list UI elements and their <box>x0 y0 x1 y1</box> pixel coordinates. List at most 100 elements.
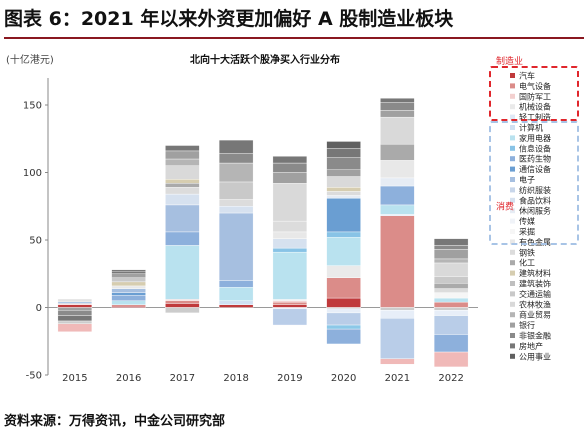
bar-segment <box>433 310 469 316</box>
legend-swatch <box>510 187 515 193</box>
legend-label: 农林牧渔 <box>519 299 551 309</box>
legend-swatch <box>510 322 515 328</box>
legend-label: 医药生物 <box>519 154 551 164</box>
bar-segment <box>433 249 469 260</box>
bar-segment <box>272 220 308 233</box>
bar-segment <box>326 328 361 345</box>
bar-segment <box>165 145 200 152</box>
x-tick-label: 2015 <box>62 373 87 384</box>
legend-swatch <box>510 333 515 338</box>
x-tick-label: 2021 <box>385 373 410 384</box>
bar-segment <box>433 351 469 368</box>
legend-swatch <box>510 270 515 276</box>
bar-segment <box>57 307 93 311</box>
bar-segment <box>326 157 361 170</box>
legend-label: 国防军工 <box>519 91 551 101</box>
bar-segment <box>57 315 93 322</box>
tmt-legend-box <box>489 121 579 245</box>
bar-segment <box>165 183 200 188</box>
bar-segment <box>218 212 254 281</box>
legend-label: 通信设备 <box>519 164 551 174</box>
y-tick-label: 150 <box>23 101 42 112</box>
x-tick-label: 2017 <box>170 373 195 384</box>
bar-segment <box>380 116 415 145</box>
y-axis-label: (十亿港元) <box>6 53 54 66</box>
bar-segment <box>326 297 361 308</box>
bar-segment <box>218 287 254 301</box>
bar-segment <box>57 320 93 324</box>
bar-segment <box>433 276 469 284</box>
legend-swatch <box>510 166 515 172</box>
bar-segment <box>111 281 146 287</box>
bar-segment <box>380 215 415 308</box>
legend-swatch <box>510 260 515 266</box>
bar-segment <box>165 193 200 206</box>
bar-segment <box>165 165 200 180</box>
bar-segment <box>272 301 308 306</box>
legend-label: 银行 <box>519 320 535 330</box>
x-tick-label: 2022 <box>438 373 463 384</box>
legend-label: 信息设备 <box>519 143 551 153</box>
bar-segment <box>433 288 469 293</box>
bar-segment <box>111 300 146 306</box>
legend-swatch <box>510 177 515 182</box>
legend-swatch <box>510 156 515 162</box>
legend-label: 采掘 <box>519 227 535 237</box>
bar-segment <box>165 179 200 184</box>
bar-segment <box>165 303 200 308</box>
bar-segment <box>218 304 254 308</box>
legend-label: 化工 <box>519 258 535 268</box>
legend-group-label: 消费 <box>496 201 514 213</box>
legend-label: 公用事业 <box>519 351 551 361</box>
legend-label: 纺织服装 <box>519 185 551 195</box>
legend-label: 钢铁 <box>519 247 535 257</box>
bar-segment <box>433 297 469 303</box>
legend-swatch <box>510 83 515 89</box>
legend-swatch <box>510 353 515 359</box>
bar-segment <box>380 318 415 359</box>
bar-segment <box>380 102 415 111</box>
legend-label: 有色金属 <box>519 237 551 247</box>
bar-segment <box>380 307 415 311</box>
bar-segment <box>433 307 469 311</box>
legend-label: 电子 <box>519 175 535 185</box>
bar-segment <box>380 310 415 319</box>
plot-area: -50 0 50 100 150 2015 2016 2017 2018 2019 2020 2021… <box>23 78 478 384</box>
bar-segment <box>433 283 469 289</box>
bar-segment <box>57 303 93 306</box>
bar-segment <box>272 172 308 184</box>
bar-segment <box>218 153 254 164</box>
legend-swatch <box>510 197 515 203</box>
legend-swatch <box>510 249 515 255</box>
bar-segment <box>272 247 308 253</box>
x-tick-label: 2016 <box>116 373 141 384</box>
bar-segment <box>380 98 415 103</box>
x-tick-label: 2018 <box>223 373 248 384</box>
legend-swatch <box>510 312 515 318</box>
bar-segment <box>326 147 361 158</box>
title-rule <box>4 37 584 39</box>
bar-segment <box>111 304 146 307</box>
bar-segment <box>326 169 361 177</box>
bar-segment <box>433 301 469 308</box>
legend-label: 食品饮料 <box>519 195 551 205</box>
legend-label: 建筑装饰 <box>519 279 551 289</box>
legend-label: 家用电器 <box>519 133 551 143</box>
bar-segment <box>433 245 469 250</box>
legend-swatch <box>510 208 515 214</box>
legend-label: 休闲服务 <box>519 206 551 216</box>
bar-segment <box>57 301 93 304</box>
bar-segment <box>57 310 93 316</box>
bar-segment <box>111 288 146 293</box>
x-tick-label: 2020 <box>331 373 356 384</box>
y-tick-label: 50 <box>29 236 42 247</box>
legend-swatch <box>510 343 515 349</box>
bar-segment <box>272 156 308 164</box>
legend-label: 房地产 <box>519 341 543 351</box>
legend-label: 轻工制造 <box>519 112 551 122</box>
legend-swatch <box>510 135 515 141</box>
legend-swatch <box>510 291 515 297</box>
bar-segment <box>380 110 415 118</box>
legend-label: 汽车 <box>519 71 535 81</box>
